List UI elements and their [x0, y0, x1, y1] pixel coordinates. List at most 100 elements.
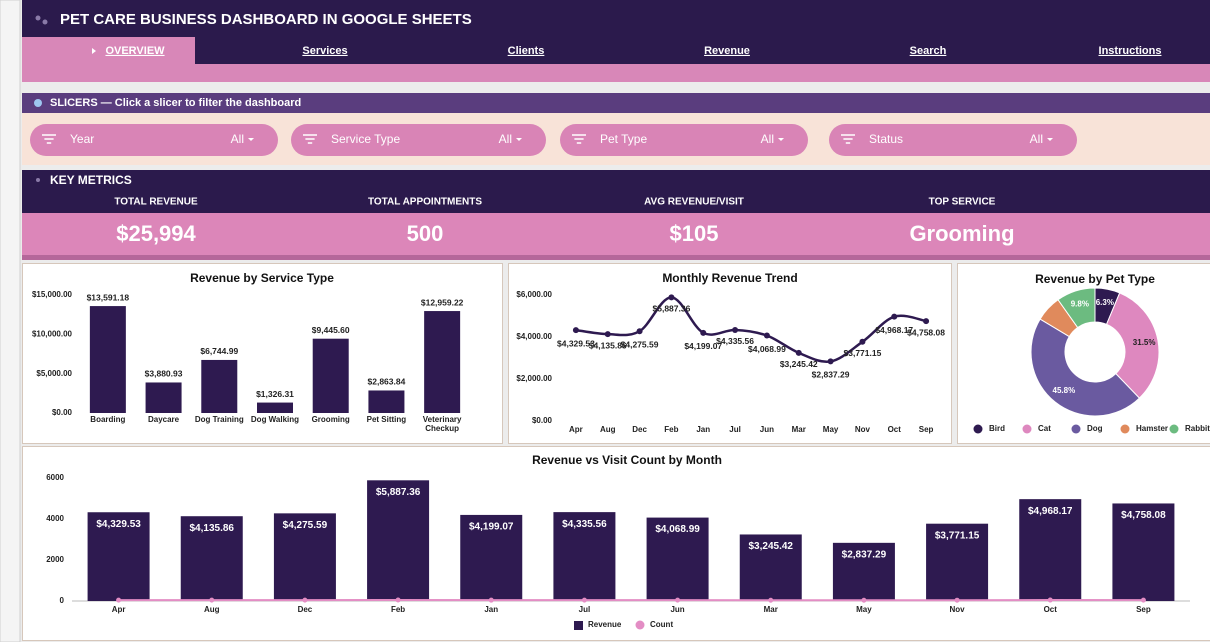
- data-label: $5,887.36: [376, 487, 421, 498]
- legend-swatch: [1169, 424, 1179, 434]
- metrics-values-bg: [22, 213, 1210, 255]
- data-label: $4,275.59: [621, 339, 659, 349]
- slicer[interactable]: [560, 124, 808, 156]
- metric-label: TOTAL REVENUE: [114, 197, 198, 208]
- dropdown-arrow: [1047, 138, 1053, 141]
- data-label: $4,329.53: [557, 338, 595, 348]
- bar: [273, 513, 336, 601]
- metrics-strip: [22, 255, 1210, 260]
- nav-tab[interactable]: Clients: [508, 45, 545, 57]
- y-tick-label: $0.00: [532, 416, 553, 425]
- dropdown-arrow: [516, 138, 522, 141]
- slicer[interactable]: [829, 124, 1077, 156]
- slicer-label: Pet Type: [600, 132, 647, 146]
- x-tick-label: May: [856, 605, 872, 614]
- x-tick-label: Jan: [696, 425, 710, 434]
- data-label: $3,245.42: [780, 359, 818, 369]
- chart-title: Revenue by Service Type: [190, 271, 334, 285]
- slice: [1105, 292, 1160, 399]
- metrics-bar: [22, 170, 1210, 213]
- data-label: 6.3%: [1096, 298, 1114, 307]
- x-tick-label: Aug: [600, 425, 616, 434]
- slicer[interactable]: [30, 124, 278, 156]
- point: [395, 597, 401, 603]
- point: [116, 597, 122, 603]
- x-tick-label-box: Dog Training: [194, 415, 244, 424]
- x-tick-label: Dec: [632, 425, 647, 434]
- data-label: 45.8%: [1053, 386, 1076, 395]
- point: [604, 331, 611, 338]
- x-tick-label-box: Veterinary Checkup: [423, 415, 462, 433]
- y-tick-label: $15,000.00: [32, 290, 73, 299]
- bar: [201, 359, 238, 413]
- point: [675, 597, 681, 603]
- slicer[interactable]: [291, 124, 546, 156]
- point: [668, 294, 675, 301]
- legend-label: Hamster: [1136, 424, 1168, 433]
- slicer-label: Status: [869, 132, 903, 146]
- bar: [87, 512, 150, 601]
- legend-label: Rabbit: [1185, 424, 1210, 433]
- y-tick-label: $0.00: [52, 408, 73, 417]
- data-label: 31.5%: [1133, 338, 1156, 347]
- nav-tab[interactable]: Services: [302, 45, 347, 57]
- legend-swatch: [574, 621, 583, 630]
- nav-tab[interactable]: Instructions: [1099, 45, 1162, 57]
- y-tick-label: 4000: [46, 514, 64, 523]
- x-tick-label: Dog Training: [194, 415, 244, 424]
- icon: [36, 178, 40, 182]
- icon: [34, 99, 42, 107]
- y-tick-label: 2000: [46, 555, 64, 564]
- data-label: $3,245.42: [749, 541, 794, 552]
- data-label: $4,329.53: [96, 519, 141, 530]
- bar: [553, 512, 616, 601]
- y-tick-label: $4,000.00: [516, 332, 552, 341]
- legend-label: Count: [650, 620, 673, 629]
- point: [859, 338, 866, 345]
- tab-strip: [22, 64, 1210, 82]
- metric-value: $25,994: [116, 221, 196, 246]
- x-tick-label: Mar: [764, 605, 778, 614]
- nav-tab[interactable]: Search: [910, 45, 947, 57]
- x-tick-label: Feb: [664, 425, 678, 434]
- data-label: $4,199.07: [469, 522, 514, 533]
- point: [732, 326, 739, 333]
- tab-bar: [22, 37, 1210, 64]
- slicer-value: All: [499, 132, 512, 146]
- active-tab-bg: [22, 37, 195, 64]
- data-label: $12,959.22: [421, 297, 464, 307]
- data-label: $13,591.18: [87, 292, 130, 302]
- bar: [646, 517, 709, 601]
- legend-swatch: [1071, 424, 1081, 434]
- y-tick-label: $6,000.00: [516, 290, 552, 299]
- nav-tab[interactable]: Revenue: [704, 45, 750, 57]
- point: [636, 328, 643, 335]
- data-label: $4,199.07: [684, 341, 722, 351]
- dropdown-arrow: [778, 138, 784, 141]
- slicer-value: All: [1030, 132, 1043, 146]
- bar: [1019, 499, 1082, 601]
- point: [861, 597, 867, 603]
- legend-swatch: [1022, 424, 1032, 434]
- data-label: $6,744.99: [200, 346, 238, 356]
- data-label: $4,335.56: [562, 519, 607, 530]
- x-tick-label-box: Boarding: [90, 415, 125, 424]
- x-tick-label: Aug: [204, 605, 220, 614]
- icon: [35, 15, 41, 21]
- icon: [42, 19, 48, 25]
- point: [1047, 597, 1053, 603]
- point: [827, 358, 834, 365]
- bar: [257, 402, 293, 413]
- bar: [312, 338, 349, 413]
- nav-tab[interactable]: OVERVIEW: [105, 45, 165, 57]
- slicer-title: SLICERS — Click a slicer to filter the d…: [50, 97, 301, 109]
- data-label: $4,068.99: [748, 344, 786, 354]
- legend-label: Revenue: [588, 620, 622, 629]
- bar: [89, 306, 126, 413]
- point: [581, 597, 587, 603]
- data-label: $2,863.84: [368, 377, 406, 387]
- point: [488, 597, 494, 603]
- row-gutter: [0, 0, 21, 642]
- data-label: $9,445.60: [312, 325, 350, 335]
